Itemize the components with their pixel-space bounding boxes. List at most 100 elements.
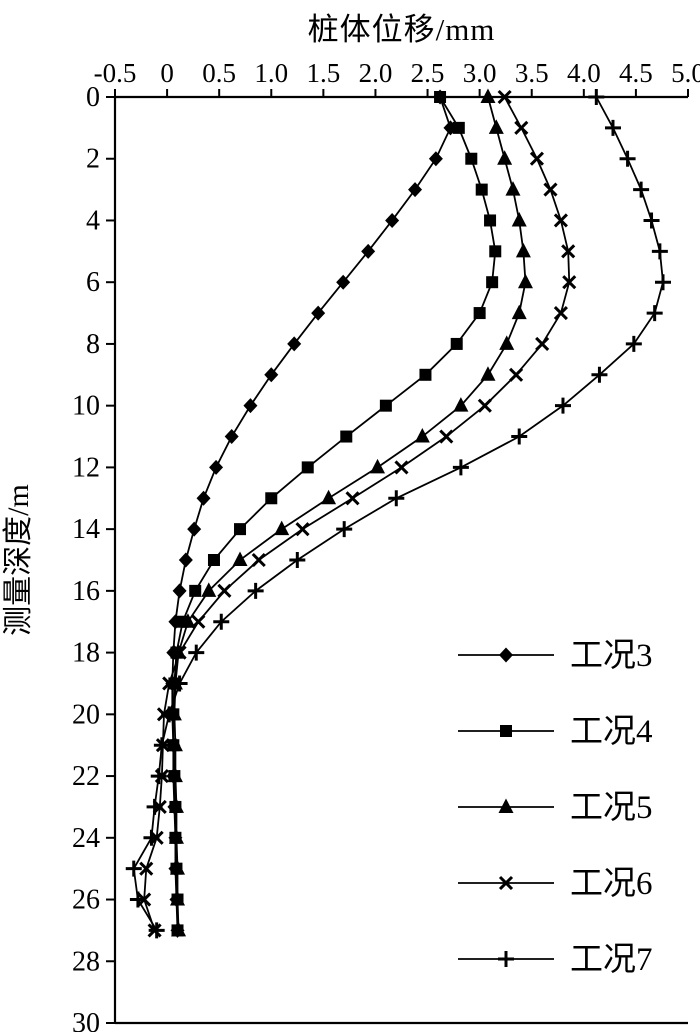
x-marker [535, 336, 550, 351]
legend-label: 工况6 [570, 866, 653, 902]
x-tick-label: 1.5 [306, 58, 340, 88]
triangle-marker [480, 366, 496, 381]
legend-label: 工况4 [570, 714, 653, 750]
diamond-marker [408, 182, 423, 198]
diamond-marker [224, 429, 239, 445]
triangle-marker [511, 304, 527, 320]
square-marker [419, 368, 432, 381]
x-marker [509, 367, 524, 382]
plus-marker [511, 428, 528, 445]
series-工况5 [166, 88, 533, 937]
square-marker [207, 554, 220, 566]
plus-marker [125, 860, 142, 877]
x-marker [553, 306, 568, 321]
x-marker [498, 875, 514, 891]
diamond-marker [196, 490, 211, 506]
plus-marker [336, 521, 353, 538]
triangle-marker [480, 88, 496, 103]
square-marker [452, 121, 465, 134]
x-marker [543, 182, 558, 197]
plus-marker [452, 459, 469, 476]
x-axis-title: 桩体位移/mm [307, 12, 496, 47]
plus-marker [651, 243, 668, 260]
plus-marker [388, 490, 405, 507]
series-line [173, 96, 527, 931]
y-tick-label: 6 [86, 267, 100, 298]
triangle-marker [321, 489, 337, 505]
triangle-marker [167, 767, 183, 783]
triangle-marker [170, 891, 186, 906]
series-工况4 [167, 91, 502, 937]
plus-marker [213, 613, 230, 630]
y-tick-label: 10 [72, 391, 100, 422]
plus-marker [554, 397, 571, 414]
plus-marker [129, 891, 146, 908]
y-tick-label: 30 [72, 1008, 100, 1032]
plus-marker [161, 706, 178, 723]
square-marker [450, 337, 463, 350]
y-tick-label: 24 [72, 823, 100, 854]
square-marker [234, 523, 247, 536]
y-tick-label: 2 [86, 144, 100, 175]
series-工况3 [165, 89, 458, 938]
y-tick-label: 4 [86, 205, 100, 236]
plus-marker [150, 768, 167, 785]
x-marker [139, 861, 154, 876]
y-axis-title: 测量深度/m [2, 484, 35, 636]
x-tick-label: 0.5 [202, 58, 236, 88]
x-tick-label: 2.5 [411, 58, 445, 88]
x-marker [497, 89, 512, 105]
triangle-marker [488, 119, 504, 134]
triangle-marker [168, 798, 184, 813]
plus-marker [146, 798, 163, 815]
square-marker [473, 307, 486, 320]
square-marker [484, 214, 497, 227]
plus-marker [188, 644, 205, 661]
triangle-marker [201, 582, 217, 597]
x-marker [345, 491, 360, 506]
legend-label: 工况7 [570, 942, 653, 978]
triangle-marker [414, 428, 430, 443]
plus-marker [153, 737, 170, 754]
x-tick-label: -0.5 [94, 58, 137, 88]
square-marker [465, 152, 478, 165]
square-marker [489, 245, 502, 258]
diamond-marker [178, 552, 193, 568]
triangle-marker [517, 273, 533, 289]
y-tick-label: 16 [72, 576, 100, 607]
diamond-marker [187, 521, 202, 537]
diamond-marker [243, 398, 258, 414]
plus-marker [633, 181, 650, 198]
legend-item-工况4: 工况4 [458, 714, 653, 750]
series-line [171, 96, 452, 931]
x-marker [562, 275, 577, 290]
x-marker [439, 429, 454, 444]
triangle-marker [168, 829, 184, 844]
y-tick-label: 8 [86, 329, 100, 360]
triangle-marker [497, 150, 513, 165]
x-tick-label: 4.5 [619, 58, 653, 88]
legend-label: 工况5 [570, 790, 653, 826]
plus-marker [289, 552, 306, 568]
plus-marker [604, 119, 621, 136]
square-marker [340, 430, 353, 443]
diamond-marker [385, 212, 400, 228]
square-marker [379, 399, 392, 412]
diamond-marker [311, 305, 326, 321]
legend: 工况3 工况4 工况5 工况6 工况7 [458, 638, 653, 978]
x-marker [217, 583, 232, 598]
square-marker [189, 584, 202, 597]
triangle-marker [498, 798, 514, 813]
y-tick-label: 20 [72, 699, 100, 730]
square-marker [434, 91, 447, 103]
square-marker [500, 725, 512, 737]
triangle-marker [511, 211, 527, 227]
legend-item-工况6: 工况6 [458, 866, 653, 902]
plus-marker [171, 675, 188, 692]
y-tick-label: 14 [72, 514, 100, 545]
triangle-marker [370, 458, 386, 474]
x-marker [172, 645, 187, 660]
